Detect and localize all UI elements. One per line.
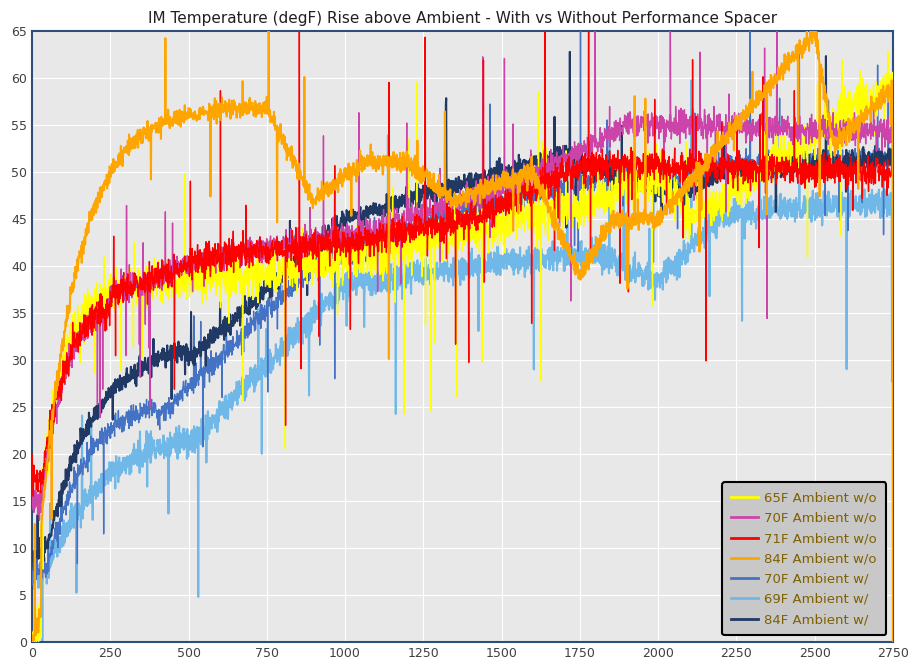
Line: 65F Ambient w/o: 65F Ambient w/o <box>32 51 892 666</box>
84F Ambient w/o <box>880 87 891 95</box>
Line: 84F Ambient w/: 84F Ambient w/ <box>32 52 892 570</box>
84F Ambient w/ <box>857 160 868 168</box>
Line: 70F Ambient w/: 70F Ambient w/ <box>32 8 892 585</box>
69F Ambient w/ <box>37 657 48 665</box>
69F Ambient w/ <box>857 202 868 210</box>
84F Ambient w/ <box>887 140 898 148</box>
84F Ambient w/o <box>857 118 868 126</box>
71F Ambient w/o <box>240 247 251 255</box>
84F Ambient w/ <box>27 550 38 558</box>
84F Ambient w/ <box>42 535 53 544</box>
69F Ambient w/ <box>887 205 898 213</box>
65F Ambient w/o <box>880 78 891 86</box>
65F Ambient w/o <box>857 88 868 96</box>
70F Ambient w/ <box>887 162 898 170</box>
Line: 70F Ambient w/o: 70F Ambient w/o <box>32 15 892 520</box>
70F Ambient w/ <box>857 152 868 160</box>
70F Ambient w/ <box>745 158 756 166</box>
71F Ambient w/o <box>27 454 38 462</box>
84F Ambient w/ <box>28 566 40 574</box>
70F Ambient w/ <box>239 322 250 330</box>
Title: IM Temperature (degF) Rise above Ambient - With vs Without Performance Spacer: IM Temperature (degF) Rise above Ambient… <box>148 11 777 26</box>
70F Ambient w/ <box>27 581 38 589</box>
65F Ambient w/o <box>42 444 53 452</box>
70F Ambient w/ <box>184 384 195 393</box>
70F Ambient w/o <box>240 248 251 256</box>
70F Ambient w/o <box>42 442 53 450</box>
84F Ambient w/ <box>240 301 251 309</box>
70F Ambient w/o <box>887 130 898 138</box>
69F Ambient w/ <box>240 380 251 388</box>
70F Ambient w/o <box>27 505 38 513</box>
84F Ambient w/o <box>745 101 756 109</box>
70F Ambient w/o <box>770 11 781 19</box>
84F Ambient w/o <box>263 16 274 24</box>
84F Ambient w/o <box>27 632 38 640</box>
84F Ambient w/o <box>240 108 251 116</box>
69F Ambient w/ <box>880 198 891 206</box>
70F Ambient w/ <box>574 4 585 12</box>
70F Ambient w/o <box>880 117 891 125</box>
84F Ambient w/o <box>184 105 195 113</box>
69F Ambient w/ <box>27 578 38 586</box>
84F Ambient w/ <box>880 160 891 168</box>
84F Ambient w/o <box>887 636 898 644</box>
71F Ambient w/o <box>28 492 39 500</box>
71F Ambient w/o <box>184 266 195 274</box>
84F Ambient w/ <box>745 158 756 166</box>
65F Ambient w/o <box>881 47 892 55</box>
70F Ambient w/ <box>880 166 891 174</box>
65F Ambient w/o <box>887 637 898 646</box>
Line: 69F Ambient w/: 69F Ambient w/ <box>32 81 892 661</box>
84F Ambient w/ <box>184 353 195 361</box>
71F Ambient w/o <box>887 161 898 169</box>
65F Ambient w/o <box>27 628 38 636</box>
69F Ambient w/ <box>745 215 756 223</box>
Legend: 65F Ambient w/o, 70F Ambient w/o, 71F Ambient w/o, 84F Ambient w/o, 70F Ambient : 65F Ambient w/o, 70F Ambient w/o, 71F Am… <box>721 482 885 635</box>
71F Ambient w/o <box>745 174 756 183</box>
Line: 71F Ambient w/o: 71F Ambient w/o <box>32 0 892 496</box>
69F Ambient w/ <box>184 446 195 454</box>
71F Ambient w/o <box>42 433 53 441</box>
70F Ambient w/o <box>857 134 868 142</box>
70F Ambient w/o <box>745 120 756 128</box>
65F Ambient w/o <box>28 662 39 670</box>
84F Ambient w/ <box>563 48 574 56</box>
71F Ambient w/o <box>857 168 868 176</box>
Line: 84F Ambient w/o: 84F Ambient w/o <box>32 20 892 648</box>
84F Ambient w/o <box>42 452 53 460</box>
71F Ambient w/o <box>880 178 891 187</box>
65F Ambient w/o <box>745 174 756 183</box>
65F Ambient w/o <box>240 279 251 287</box>
70F Ambient w/ <box>42 562 53 570</box>
69F Ambient w/ <box>685 76 696 85</box>
84F Ambient w/o <box>27 643 38 652</box>
65F Ambient w/o <box>184 287 195 295</box>
70F Ambient w/o <box>34 516 45 524</box>
70F Ambient w/o <box>184 262 195 270</box>
69F Ambient w/ <box>42 557 53 565</box>
